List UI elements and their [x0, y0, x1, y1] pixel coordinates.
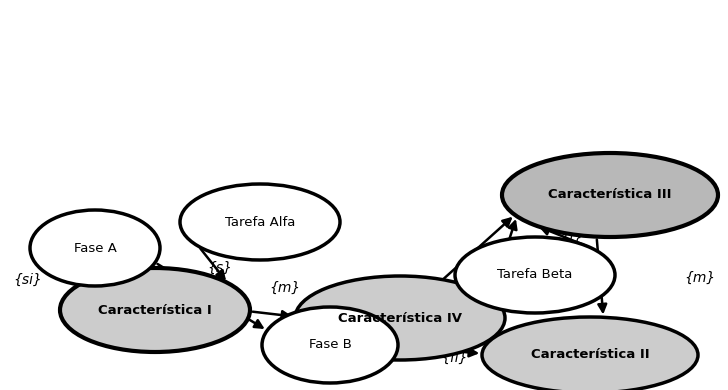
Ellipse shape	[60, 268, 250, 352]
Text: {si}: {si}	[430, 288, 459, 302]
Text: {si}: {si}	[14, 273, 42, 287]
Text: Característica III: Característica III	[548, 188, 672, 202]
Ellipse shape	[295, 276, 505, 360]
Text: Tarefa Alfa: Tarefa Alfa	[225, 216, 295, 229]
Text: Característica IV: Característica IV	[338, 312, 462, 324]
Ellipse shape	[180, 184, 340, 260]
Ellipse shape	[262, 307, 398, 383]
Text: Tarefa Beta: Tarefa Beta	[497, 268, 573, 282]
Text: Fase A: Fase A	[74, 241, 116, 255]
Ellipse shape	[482, 317, 698, 390]
Text: Característica II: Característica II	[531, 349, 649, 362]
Text: Fase B: Fase B	[309, 339, 352, 351]
Text: {m}: {m}	[176, 315, 207, 329]
Text: {m}: {m}	[519, 291, 550, 305]
Ellipse shape	[502, 153, 718, 237]
Text: {s}: {s}	[207, 261, 232, 275]
Text: {f}: {f}	[561, 231, 583, 245]
Ellipse shape	[455, 237, 615, 313]
Text: {m}: {m}	[684, 271, 716, 285]
Text: {fi}: {fi}	[442, 351, 468, 365]
Text: {m}: {m}	[269, 281, 301, 295]
Ellipse shape	[30, 210, 160, 286]
Text: Característica I: Característica I	[98, 303, 212, 317]
